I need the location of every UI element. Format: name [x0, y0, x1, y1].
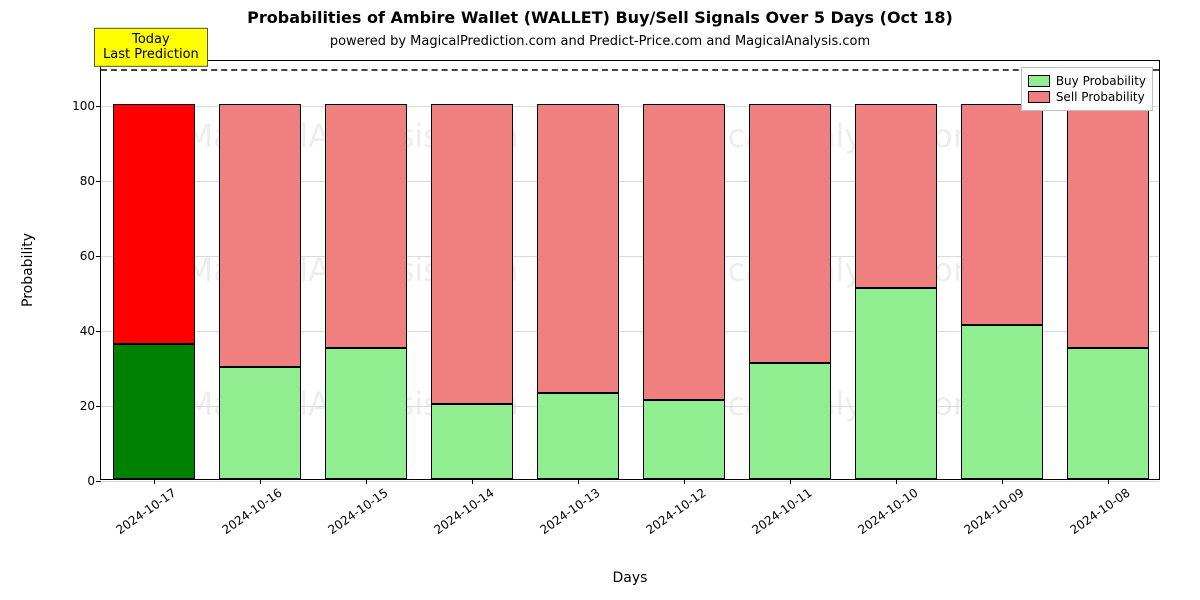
- bar-buy: [643, 400, 726, 479]
- bar-sell: [431, 104, 514, 404]
- y-tick-label: 60: [80, 249, 101, 263]
- x-tick-mark: [896, 479, 897, 484]
- bar-sell: [113, 104, 196, 344]
- bar-sell: [537, 104, 620, 393]
- y-tick-label: 0: [87, 474, 101, 488]
- plot-area: MagicalAnalysis.comMagicalAnalysis.comMa…: [100, 60, 1160, 480]
- bar-sell: [219, 104, 302, 367]
- today-callout: TodayLast Prediction: [94, 27, 208, 66]
- legend-label: Buy Probability: [1056, 74, 1146, 88]
- legend-label: Sell Probability: [1056, 90, 1145, 104]
- bar-slot: [949, 61, 1055, 479]
- x-tick-label: 2024-10-12: [639, 479, 709, 537]
- x-tick-mark: [260, 479, 261, 484]
- bar-slot: [843, 61, 949, 479]
- bar-buy: [855, 288, 938, 479]
- x-tick-mark: [684, 479, 685, 484]
- y-tick-label: 20: [80, 399, 101, 413]
- bar-slot: [631, 61, 737, 479]
- x-axis-label: Days: [613, 570, 648, 586]
- x-tick-mark: [472, 479, 473, 484]
- x-tick-mark: [1108, 479, 1109, 484]
- bar-buy: [325, 348, 408, 479]
- bar-buy: [537, 393, 620, 479]
- y-tick-label: 40: [80, 324, 101, 338]
- x-tick-mark: [366, 479, 367, 484]
- bar-sell: [961, 104, 1044, 325]
- legend-item: Buy Probability: [1028, 74, 1146, 88]
- bar-slot: [313, 61, 419, 479]
- x-tick-mark: [578, 479, 579, 484]
- today-callout-line2: Last Prediction: [103, 47, 199, 63]
- bar-slot: [207, 61, 313, 479]
- bar-buy: [431, 404, 514, 479]
- legend-swatch: [1028, 75, 1050, 87]
- today-callout-line1: Today: [103, 31, 199, 47]
- x-tick-mark: [154, 479, 155, 484]
- x-tick-label: 2024-10-17: [109, 479, 179, 537]
- y-tick-label: 80: [80, 174, 101, 188]
- legend-swatch: [1028, 91, 1050, 103]
- bar-buy: [749, 363, 832, 479]
- bar-buy: [113, 344, 196, 479]
- x-tick-label: 2024-10-08: [1063, 479, 1133, 537]
- bar-buy: [961, 325, 1044, 479]
- bar-sell: [325, 104, 408, 348]
- bar-slot: [1055, 61, 1161, 479]
- bar-slot: [419, 61, 525, 479]
- bar-sell: [1067, 104, 1150, 348]
- bar-buy: [219, 367, 302, 480]
- bar-buy: [1067, 348, 1150, 479]
- bar-sell: [749, 104, 832, 363]
- bar-sell: [855, 104, 938, 288]
- y-tick-label: 100: [72, 99, 101, 113]
- bar-slot: [737, 61, 843, 479]
- x-tick-label: 2024-10-14: [427, 479, 497, 537]
- x-tick-label: 2024-10-09: [957, 479, 1027, 537]
- x-tick-label: 2024-10-15: [321, 479, 391, 537]
- legend: Buy Probability Sell Probability: [1021, 67, 1153, 111]
- bar-sell: [643, 104, 726, 400]
- chart-title: Probabilities of Ambire Wallet (WALLET) …: [0, 8, 1200, 27]
- x-tick-label: 2024-10-13: [533, 479, 603, 537]
- x-tick-mark: [1002, 479, 1003, 484]
- chart-container: Probabilities of Ambire Wallet (WALLET) …: [0, 0, 1200, 600]
- y-axis-label: Probability: [20, 233, 36, 307]
- bar-slot: [525, 61, 631, 479]
- x-tick-mark: [790, 479, 791, 484]
- x-tick-label: 2024-10-11: [745, 479, 815, 537]
- x-tick-label: 2024-10-10: [851, 479, 921, 537]
- bar-slot: [101, 61, 207, 479]
- x-tick-label: 2024-10-16: [215, 479, 285, 537]
- legend-item: Sell Probability: [1028, 90, 1146, 104]
